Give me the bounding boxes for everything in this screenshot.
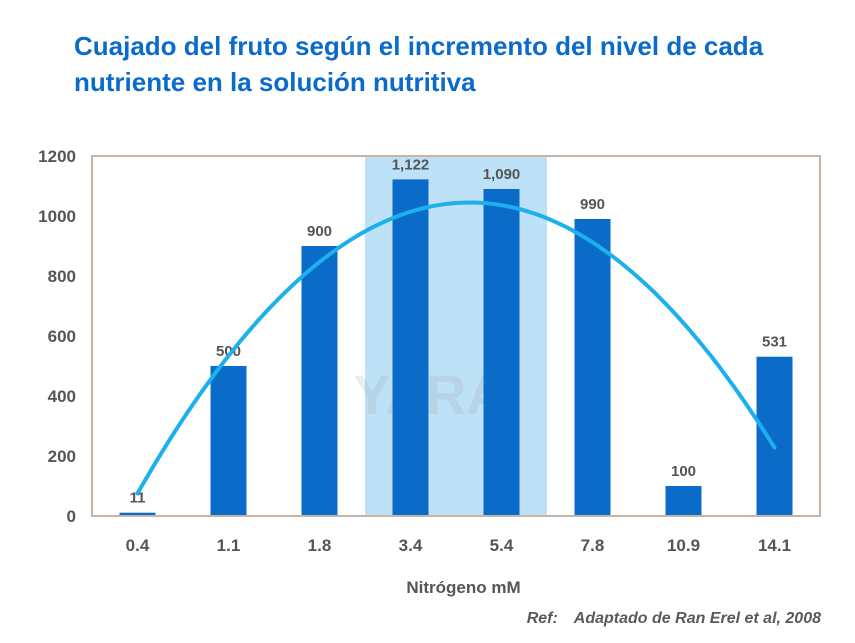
y-tick-label: 200 (48, 447, 76, 466)
x-axis-label: Nitrógeno mM (406, 578, 521, 597)
bar-value-label: 990 (580, 196, 605, 213)
plot-frame (91, 155, 821, 517)
trend-curve (135, 200, 777, 496)
chart-title-line-2: nutriente en la solución nutritiva (74, 67, 476, 97)
bar-value-label: 1,090 (483, 166, 521, 183)
bar-value-label: 900 (307, 223, 332, 240)
bar-5.4 (483, 189, 520, 516)
x-tick-label: 14.1 (758, 536, 791, 555)
chart-title-line-1: Cuajado del fruto según el incremento de… (74, 31, 764, 61)
reference: Ref: Adaptado de Ran Erel et al, 2008 (527, 610, 821, 628)
bar-1.1 (210, 366, 247, 516)
yara-watermark: YARA (353, 363, 507, 426)
x-tick-label: 0.4 (126, 536, 150, 555)
y-tick-label: 1200 (38, 147, 76, 166)
bar-value-label: 11 (130, 490, 146, 507)
bar-0.4 (119, 512, 156, 516)
y-tick-label: 400 (48, 387, 76, 406)
x-tick-label: 1.8 (308, 536, 332, 555)
bar-value-label: 100 (671, 463, 696, 480)
bar-value-label: 531 (762, 334, 787, 351)
bar-7.8 (574, 219, 611, 516)
bar-3.4 (392, 179, 429, 516)
x-tick-label: 7.8 (581, 536, 605, 555)
x-tick-label: 1.1 (217, 536, 241, 555)
chart-title: Cuajado del fruto según el incremento de… (74, 28, 844, 100)
y-tick-label: 1000 (38, 207, 76, 226)
bar-1.8 (301, 246, 338, 516)
x-tick-label: 3.4 (399, 536, 423, 555)
bar-10.9 (665, 486, 702, 516)
y-tick-label: 600 (48, 327, 76, 346)
x-tick-label: 5.4 (490, 536, 514, 555)
y-tick-label: 0 (67, 507, 76, 526)
y-tick-label: 800 (48, 267, 76, 286)
reference-text: Adaptado de Ran Erel et al, 2008 (573, 610, 821, 627)
bar-14.1 (756, 356, 793, 516)
reference-label: Ref: (526, 610, 558, 627)
x-tick-label: 10.9 (667, 536, 700, 555)
bar-value-label: 1,122 (392, 156, 430, 173)
